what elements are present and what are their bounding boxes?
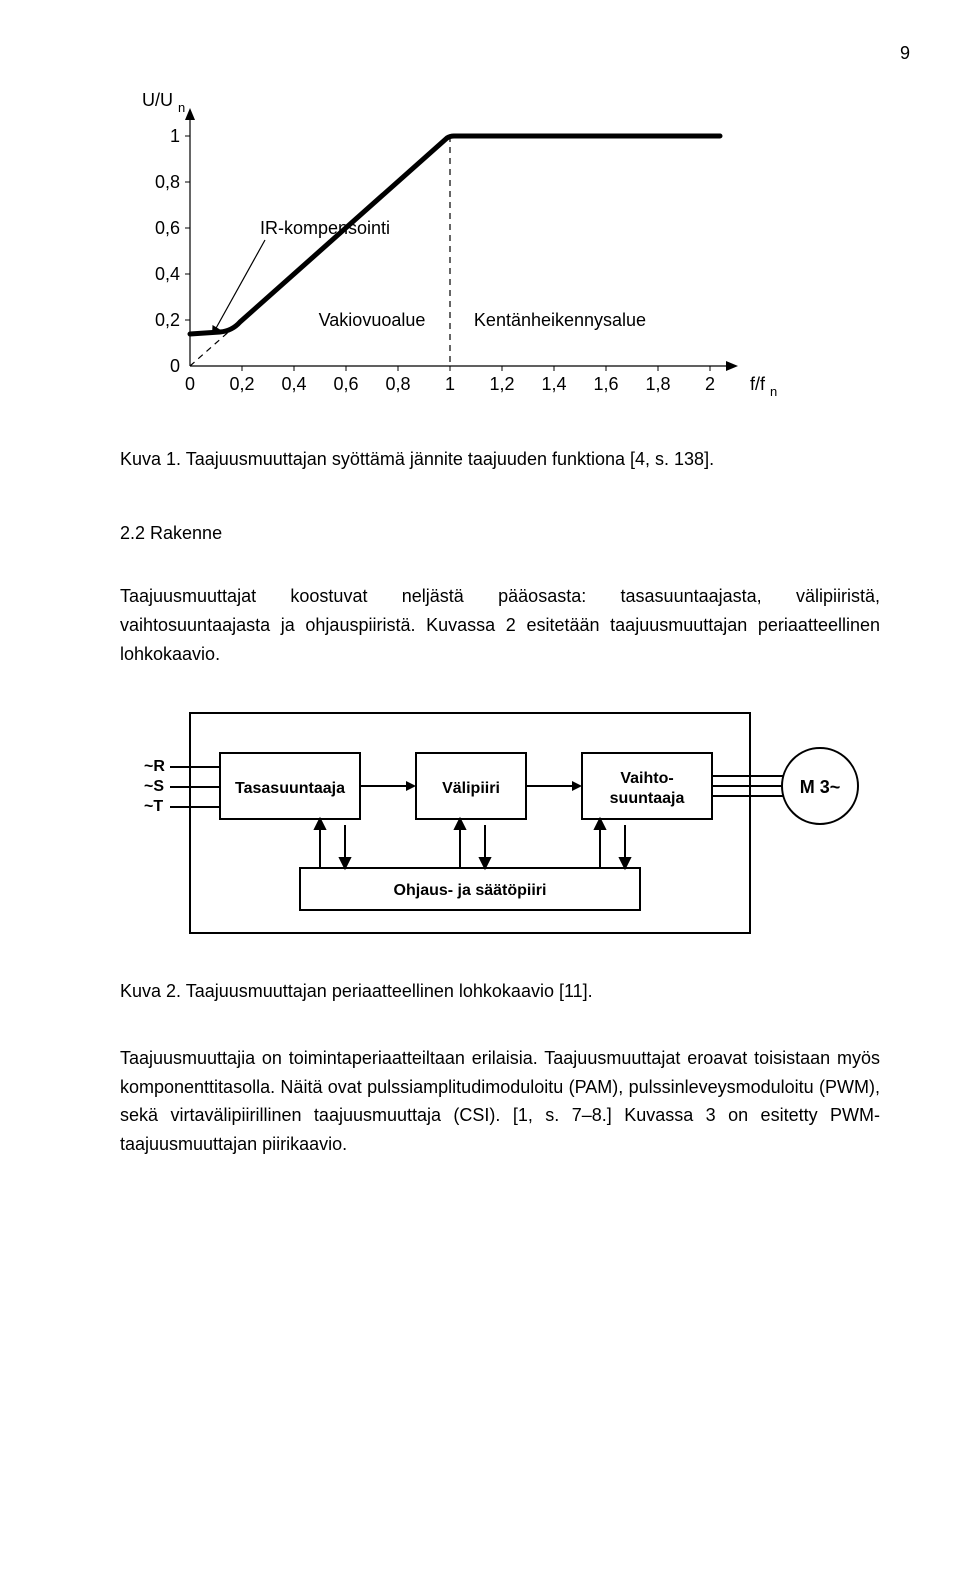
svg-text:n: n [178, 100, 185, 115]
annotation-ir: IR-kompensointi [260, 218, 390, 238]
svg-text:1,6: 1,6 [593, 374, 618, 394]
svg-text:~R: ~R [144, 758, 165, 775]
figure-1-chart: U/U n 1 0,8 0,6 0,4 0,2 0 0,2 0,4 0,6 0,… [120, 86, 880, 416]
svg-text:1: 1 [445, 374, 455, 394]
svg-text:1,8: 1,8 [645, 374, 670, 394]
caption-label: Kuva 2. [120, 981, 181, 1001]
caption-label: Kuva 1. [120, 449, 181, 469]
svg-text:1,2: 1,2 [489, 374, 514, 394]
svg-text:~T: ~T [144, 798, 163, 815]
figure-2-caption: Kuva 2. Taajuusmuuttajan periaatteelline… [120, 978, 880, 1004]
svg-text:0,2: 0,2 [155, 310, 180, 330]
svg-text:1,4: 1,4 [541, 374, 566, 394]
svg-text:U/U: U/U [142, 90, 173, 110]
paragraph-1: Taajuusmuuttajat koostuvat neljästä pääo… [120, 582, 880, 668]
figure-2-diagram: ~R ~S ~T Tasasuuntaaja Välipiiri Vaihto-… [120, 703, 880, 950]
node-vaihto-l2: suuntaaja [610, 790, 685, 807]
svg-text:f/f: f/f [750, 374, 766, 394]
node-tasa: Tasasuuntaaja [235, 780, 345, 797]
node-vali: Välipiiri [442, 780, 500, 797]
svg-text:0,8: 0,8 [385, 374, 410, 394]
svg-text:0,8: 0,8 [155, 172, 180, 192]
svg-text:~S: ~S [144, 778, 164, 795]
svg-text:0: 0 [170, 356, 180, 376]
node-vaihto-l1: Vaihto- [620, 770, 673, 787]
svg-text:1: 1 [170, 126, 180, 146]
svg-text:0,4: 0,4 [281, 374, 306, 394]
node-motor: M 3~ [800, 777, 841, 797]
svg-text:0,6: 0,6 [155, 218, 180, 238]
page-number: 9 [120, 40, 910, 66]
annotation-vakio: Vakiovuoalue [319, 310, 426, 330]
svg-text:0,2: 0,2 [229, 374, 254, 394]
svg-text:0: 0 [185, 374, 195, 394]
figure-1-caption: Kuva 1. Taajuusmuuttajan syöttämä jännit… [120, 446, 880, 472]
svg-text:2: 2 [705, 374, 715, 394]
caption-text: Taajuusmuuttajan periaatteellinen lohkok… [181, 981, 593, 1001]
svg-text:0,6: 0,6 [333, 374, 358, 394]
svg-text:0,4: 0,4 [155, 264, 180, 284]
caption-text: Taajuusmuuttajan syöttämä jännite taajuu… [181, 449, 714, 469]
section-heading: 2.2 Rakenne [120, 520, 880, 546]
node-ohjaus: Ohjaus- ja säätöpiiri [394, 882, 547, 899]
svg-text:n: n [770, 384, 777, 399]
paragraph-2: Taajuusmuuttajia on toimintaperiaatteilt… [120, 1044, 880, 1159]
annotation-kenta: Kentänheikennysalue [474, 310, 646, 330]
